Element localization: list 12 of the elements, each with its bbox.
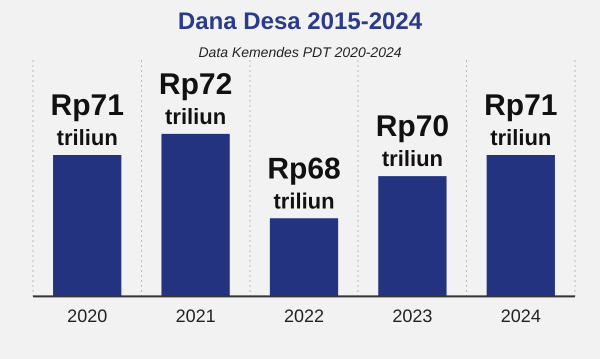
- data-label: Rp70 triliun: [376, 110, 450, 172]
- data-label: Rp68 triliun: [267, 152, 341, 214]
- x-tick-label: 2023: [392, 306, 432, 326]
- x-tick-label: 2024: [500, 306, 541, 326]
- x-tick-label: 2020: [67, 306, 108, 326]
- data-label: Rp71 triliun: [484, 88, 558, 150]
- data-label: Rp71 triliun: [50, 88, 124, 150]
- data-label: Rp72 triliun: [158, 68, 232, 129]
- x-tick-label: 2022: [284, 306, 324, 326]
- chart-title: Dana Desa 2015-2024: [176, 7, 424, 36]
- chart-subtitle: Data Kemendes PDT 2020-2024: [197, 44, 403, 60]
- x-tick-label: 2021: [176, 306, 216, 326]
